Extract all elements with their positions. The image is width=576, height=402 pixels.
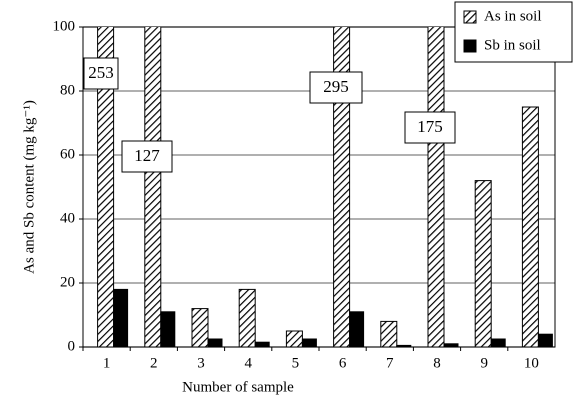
bar — [191, 308, 209, 348]
y-tick-label: 40 — [60, 210, 75, 226]
y-tick-label: 0 — [68, 338, 76, 354]
value-label: 295 — [323, 77, 349, 96]
x-tick-label: 7 — [386, 355, 394, 371]
bar — [349, 311, 365, 348]
x-tick-label: 10 — [524, 355, 539, 371]
bar — [443, 343, 459, 348]
bars — [97, 27, 553, 348]
bar — [490, 338, 506, 348]
value-label-box — [83, 57, 119, 90]
value-label: 253 — [88, 63, 114, 82]
bar — [474, 180, 492, 348]
bar — [238, 288, 256, 348]
x-tick-label: 5 — [292, 355, 300, 371]
bar — [113, 288, 129, 348]
legend-label: As in soil — [484, 8, 542, 24]
y-axis-label: As and Sb content (mg kg⁻¹) — [21, 100, 37, 274]
x-tick-label: 9 — [480, 355, 488, 371]
bar — [333, 27, 351, 348]
x-tick-label: 8 — [433, 355, 441, 371]
bar — [254, 341, 270, 348]
x-tick-label: 4 — [244, 355, 252, 371]
bar — [427, 27, 445, 348]
bar — [380, 320, 398, 348]
bar — [160, 311, 176, 348]
bar — [97, 27, 115, 348]
y-tick-label: 100 — [53, 18, 76, 34]
y-tick-label: 20 — [60, 274, 75, 290]
x-tick-label: 6 — [339, 355, 347, 371]
bar — [207, 338, 223, 348]
x-tick-label: 1 — [103, 355, 111, 371]
bar — [301, 338, 317, 348]
x-axis-label: Number of sample — [182, 379, 294, 395]
legend-label: Sb in soil — [484, 37, 541, 53]
value-label: 127 — [134, 146, 160, 165]
bar — [521, 106, 539, 348]
x-tick-label: 3 — [197, 355, 205, 371]
x-tick-label: 2 — [150, 355, 158, 371]
y-tick-label: 80 — [60, 82, 75, 98]
bar — [144, 27, 162, 348]
bar — [285, 330, 303, 348]
bar — [537, 333, 553, 348]
bar — [396, 344, 412, 348]
legend-swatch — [463, 10, 477, 24]
legend-swatch — [463, 39, 477, 53]
value-label: 175 — [417, 117, 443, 136]
value-label-box — [309, 71, 363, 104]
value-label-box — [121, 140, 173, 173]
y-tick-label: 60 — [60, 146, 75, 162]
value-label-box — [404, 111, 456, 144]
